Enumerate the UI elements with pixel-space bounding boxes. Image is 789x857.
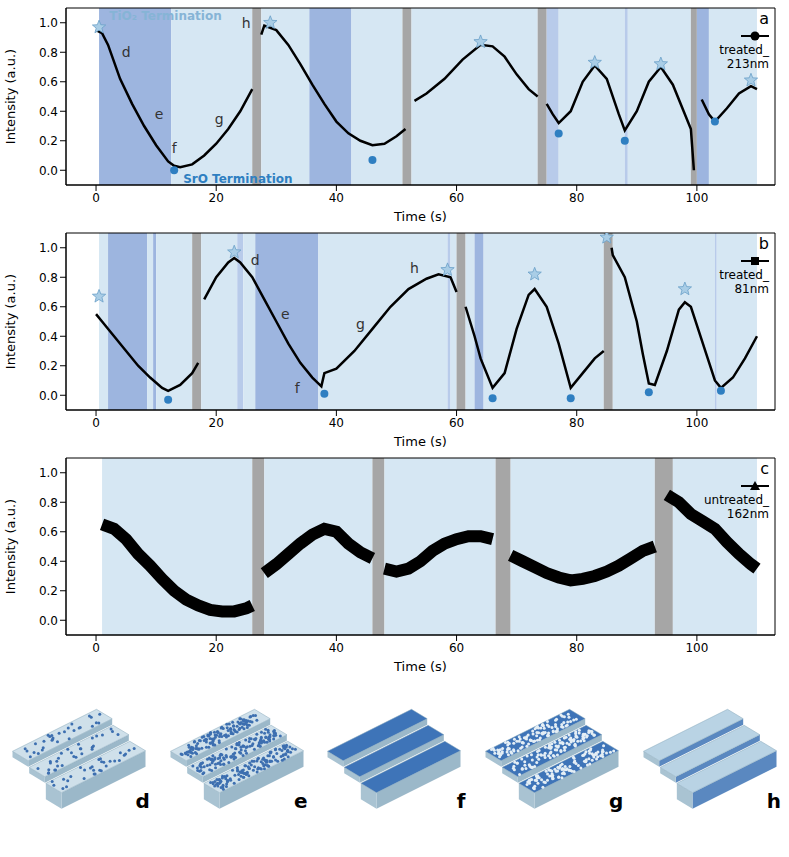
html-text:213nm: 213nm bbox=[726, 56, 769, 71]
svg-text:0.8: 0.8 bbox=[39, 496, 58, 510]
svg-text:Intensity (a.u.): Intensity (a.u.) bbox=[3, 49, 18, 144]
svg-text:20: 20 bbox=[209, 191, 224, 205]
svg-text:g: g bbox=[356, 316, 365, 332]
svg-text:20: 20 bbox=[209, 641, 224, 655]
svg-text:0.6: 0.6 bbox=[39, 300, 58, 314]
svg-text:1.0: 1.0 bbox=[39, 241, 58, 255]
svg-text:0.4: 0.4 bbox=[39, 555, 58, 569]
svg-text:h: h bbox=[242, 15, 251, 31]
svg-text:60: 60 bbox=[449, 416, 464, 430]
svg-text:f: f bbox=[172, 140, 178, 156]
svg-text:0.6: 0.6 bbox=[39, 75, 58, 89]
svg-text:0.8: 0.8 bbox=[39, 271, 58, 285]
svg-text:e: e bbox=[281, 306, 290, 322]
html-text:c: c bbox=[760, 459, 769, 478]
html-text:treated_: treated_ bbox=[719, 42, 769, 57]
svg-text:g: g bbox=[215, 111, 224, 127]
svg-text:60: 60 bbox=[449, 641, 464, 655]
svg-text:1.0: 1.0 bbox=[39, 16, 58, 30]
svg-text:60: 60 bbox=[449, 191, 464, 205]
html-text:81nm: 81nm bbox=[734, 281, 769, 296]
svg-text:f: f bbox=[295, 380, 301, 396]
html-text:e: e bbox=[294, 789, 308, 813]
svg-text:TiO₂ Termination: TiO₂ Termination bbox=[109, 9, 221, 23]
svg-text:0: 0 bbox=[92, 191, 100, 205]
svg-text:0: 0 bbox=[92, 416, 100, 430]
html-text:b: b bbox=[758, 234, 769, 253]
svg-text:h: h bbox=[410, 260, 419, 276]
svg-text:80: 80 bbox=[569, 641, 584, 655]
svg-text:40: 40 bbox=[329, 641, 344, 655]
svg-text:80: 80 bbox=[569, 416, 584, 430]
svg-text:Time (s): Time (s) bbox=[393, 659, 447, 674]
html-text:f: f bbox=[456, 789, 466, 813]
html-text:g: g bbox=[609, 789, 624, 813]
html-text:d: d bbox=[135, 789, 150, 813]
svg-text:0.4: 0.4 bbox=[39, 105, 58, 119]
svg-text:20: 20 bbox=[209, 416, 224, 430]
html-text:treated_: treated_ bbox=[719, 267, 769, 282]
html-text:untreated_: untreated_ bbox=[704, 492, 769, 507]
svg-text:d: d bbox=[122, 44, 131, 60]
svg-text:Intensity (a.u.): Intensity (a.u.) bbox=[3, 274, 18, 369]
svg-text:Intensity (a.u.): Intensity (a.u.) bbox=[3, 499, 18, 594]
svg-text:80: 80 bbox=[569, 191, 584, 205]
svg-text:1.0: 1.0 bbox=[39, 466, 58, 480]
svg-text:40: 40 bbox=[329, 416, 344, 430]
svg-text:0.2: 0.2 bbox=[39, 134, 58, 148]
html-text:a: a bbox=[759, 9, 769, 28]
svg-text:0.0: 0.0 bbox=[39, 614, 58, 628]
svg-text:0: 0 bbox=[92, 641, 100, 655]
svg-text:0.2: 0.2 bbox=[39, 359, 58, 373]
html-text:162nm: 162nm bbox=[726, 506, 769, 521]
svg-text:0.0: 0.0 bbox=[39, 389, 58, 403]
svg-text:e: e bbox=[155, 106, 164, 122]
svg-text:d: d bbox=[251, 252, 260, 268]
svg-text:40: 40 bbox=[329, 191, 344, 205]
svg-text:100: 100 bbox=[685, 416, 708, 430]
svg-text:0.6: 0.6 bbox=[39, 525, 58, 539]
svg-text:0.0: 0.0 bbox=[39, 164, 58, 178]
svg-text:Time (s): Time (s) bbox=[393, 209, 447, 224]
svg-text:100: 100 bbox=[685, 191, 708, 205]
svg-text:SrO Termination: SrO Termination bbox=[183, 172, 292, 186]
svg-text:Time (s): Time (s) bbox=[393, 434, 447, 449]
svg-text:100: 100 bbox=[685, 641, 708, 655]
svg-text:0.8: 0.8 bbox=[39, 46, 58, 60]
svg-text:0.2: 0.2 bbox=[39, 584, 58, 598]
svg-text:0.4: 0.4 bbox=[39, 330, 58, 344]
html-text:h: h bbox=[766, 789, 782, 813]
